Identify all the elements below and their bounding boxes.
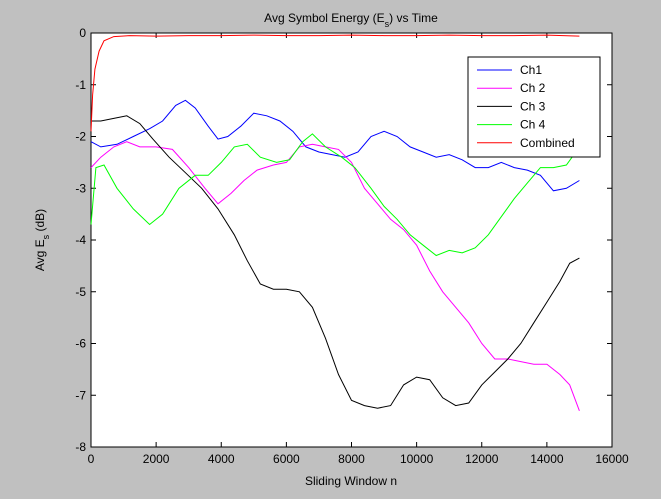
chart-title: Avg Symbol Energy (Es) vs Time	[264, 11, 438, 29]
x-tick-label: 16000	[595, 452, 629, 466]
y-tick-label: -5	[75, 285, 86, 299]
x-axis-label: Sliding Window n	[305, 474, 397, 488]
series-line-ch-4	[90, 133, 580, 257]
x-tick-label: 4000	[208, 452, 235, 466]
y-tick-label: -1	[75, 78, 86, 92]
y-tick-label: -8	[75, 440, 86, 454]
legend-label: Ch1	[520, 63, 542, 77]
y-tick-label: -7	[75, 388, 86, 402]
x-tick-label: 8000	[338, 452, 365, 466]
y-tick-label: 0	[79, 26, 86, 40]
x-tick-label: 14000	[530, 452, 564, 466]
y-tick-label: -3	[75, 181, 86, 195]
y-tick-label: -6	[75, 337, 86, 351]
x-tick-label: 6000	[273, 452, 300, 466]
legend: Ch1 Ch 2 Ch 3 Ch 4 Combined	[467, 56, 601, 158]
series-line-combined	[90, 34, 580, 132]
y-tick-label: -4	[75, 233, 86, 247]
series-line-ch-2	[90, 141, 580, 411]
y-axis-label: Avg Es (dB)	[33, 209, 51, 271]
x-tick-label: 2000	[143, 452, 170, 466]
legend-label: Combined	[520, 136, 575, 150]
x-tick-label: 12000	[465, 452, 499, 466]
legend-label: Ch 4	[520, 118, 546, 132]
series-line-ch1	[90, 99, 580, 192]
series-layer	[90, 34, 580, 411]
x-tick-label: 0	[88, 452, 95, 466]
legend-box	[467, 56, 601, 158]
legend-label: Ch 2	[520, 81, 546, 95]
y-tick-label: -2	[75, 130, 86, 144]
series-line-ch-3	[91, 115, 580, 409]
x-tick-label: 10000	[400, 452, 434, 466]
legend-label: Ch 3	[520, 99, 546, 113]
